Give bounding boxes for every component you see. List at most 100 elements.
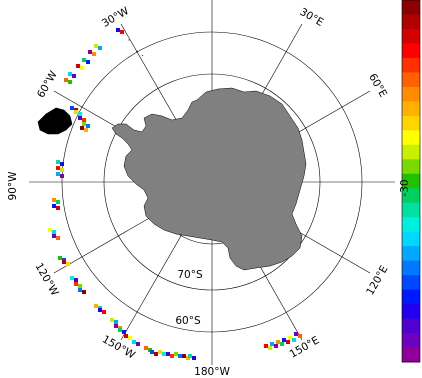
colorbar-segment <box>402 202 420 218</box>
observation-tile <box>72 74 76 78</box>
observation-tile <box>162 352 166 356</box>
observation-tile <box>128 336 132 340</box>
observation-tile <box>52 204 56 208</box>
observation-tile <box>78 284 82 288</box>
observation-tile <box>114 320 118 324</box>
observation-tile <box>294 332 298 336</box>
observation-tile <box>144 346 148 350</box>
observation-tile <box>58 256 62 260</box>
colorbar-segment <box>402 304 420 320</box>
observation-tile <box>60 162 64 166</box>
observation-tile <box>132 340 136 344</box>
observation-tile <box>88 50 92 54</box>
observation-tile <box>86 124 90 128</box>
colorbar-segment <box>402 115 420 131</box>
observation-tile <box>64 78 68 82</box>
observation-tile <box>56 160 60 164</box>
observation-tile <box>78 116 82 120</box>
colorbar-segment <box>402 246 420 262</box>
observation-tile <box>76 64 80 68</box>
colorbar-segment <box>402 318 420 334</box>
observation-tile <box>94 304 98 308</box>
observation-tile <box>84 128 88 132</box>
colorbar-label: -30 <box>399 179 411 196</box>
observation-tile <box>178 354 182 358</box>
observation-tile <box>270 342 274 346</box>
observation-tile <box>82 118 86 122</box>
colorbar-segment <box>402 86 420 102</box>
colorbar-segment <box>402 144 420 160</box>
observation-tile <box>60 168 64 172</box>
observation-tile <box>82 122 86 126</box>
observation-tile <box>110 318 114 322</box>
observation-tile <box>286 340 290 344</box>
colorbar-segment <box>402 101 420 117</box>
colorbar <box>402 0 420 363</box>
observation-tile <box>78 112 82 116</box>
antarctica-landmass <box>111 87 307 271</box>
observation-tile <box>182 354 186 358</box>
observation-tile <box>70 106 74 110</box>
colorbar-segment <box>402 130 420 146</box>
colorbar-segment <box>402 260 420 276</box>
observation-tile <box>74 278 78 282</box>
observation-tile <box>68 80 72 84</box>
observation-tile <box>170 354 174 358</box>
observation-tile <box>56 200 60 204</box>
observation-tile <box>70 276 74 280</box>
observation-tile <box>66 262 70 266</box>
label-90w: 90°W <box>7 171 19 201</box>
observation-tile <box>150 350 154 354</box>
observation-tile <box>56 206 60 210</box>
observation-tile <box>264 344 268 348</box>
south-georgia-islands <box>128 39 144 57</box>
observation-tile <box>192 356 196 360</box>
colorbar-segment <box>402 275 420 291</box>
observation-tile <box>80 66 84 70</box>
observation-tile <box>92 52 96 56</box>
observation-tile <box>298 334 302 338</box>
colorbar-segment <box>402 333 420 349</box>
label-70s: 70°S <box>177 269 203 281</box>
observation-tile <box>82 58 86 62</box>
colorbar-segment <box>402 159 420 175</box>
observation-tile <box>52 234 56 238</box>
observation-tile <box>154 352 158 356</box>
label-60s: 60°S <box>175 315 201 327</box>
observation-tile <box>68 72 72 76</box>
observation-tile <box>118 328 122 332</box>
observation-tile <box>114 324 118 328</box>
colorbar-frame <box>401 0 421 363</box>
colorbar-segment <box>402 289 420 305</box>
observation-tile <box>292 338 296 342</box>
colorbar-segment <box>402 57 420 73</box>
observation-tile <box>74 282 78 286</box>
label-180: 180°W <box>194 366 230 378</box>
observation-tile <box>60 174 64 178</box>
colorbar-segment <box>402 188 420 204</box>
colorbar-segment <box>402 347 420 363</box>
observation-tile <box>78 288 82 292</box>
observation-tile <box>158 350 162 354</box>
observation-tile <box>136 342 140 346</box>
observation-tile <box>120 30 124 34</box>
colorbar-segment <box>402 231 420 247</box>
observation-tile <box>122 330 126 334</box>
observation-tile <box>268 346 272 350</box>
observation-tile <box>282 338 286 342</box>
observation-tile <box>86 60 90 64</box>
observation-tile <box>116 28 120 32</box>
observation-tile <box>62 260 66 264</box>
observation-tile <box>56 236 60 240</box>
observation-tile <box>82 290 86 294</box>
colorbar-segment <box>402 173 420 189</box>
observation-tile <box>52 198 56 202</box>
observation-tile <box>52 230 56 234</box>
data-tiles <box>48 28 302 360</box>
observation-tile <box>56 172 60 176</box>
observation-tile <box>276 340 280 344</box>
observation-tile <box>98 46 102 50</box>
observation-tile <box>280 342 284 346</box>
south-america-tip <box>37 107 73 135</box>
